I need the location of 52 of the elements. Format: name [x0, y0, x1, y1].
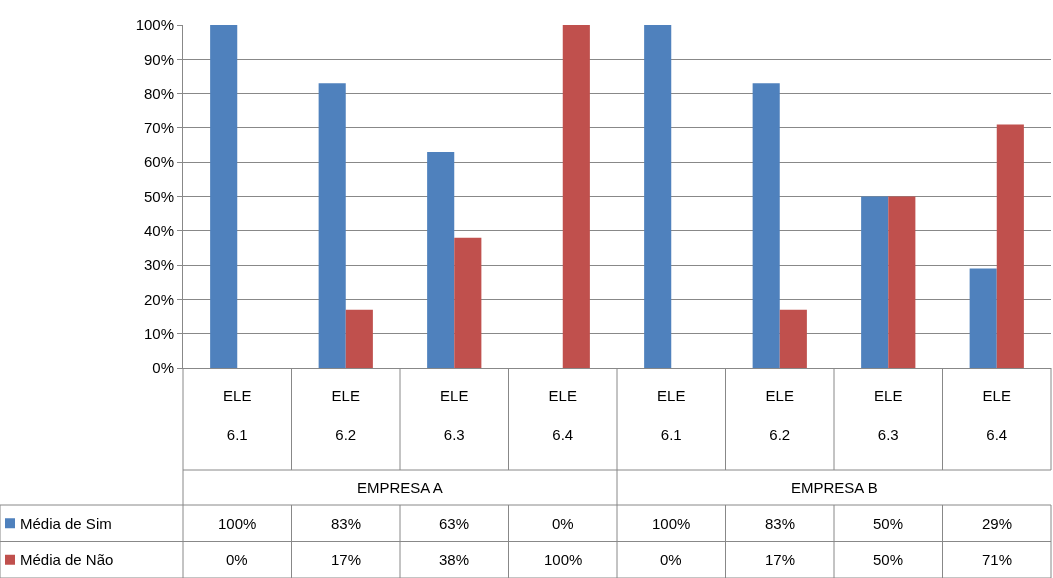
bar — [562, 25, 590, 368]
data-label: 63% — [439, 515, 470, 532]
category-label: ELE 6.3 — [440, 387, 469, 443]
y-tick-label: 70% — [143, 119, 174, 137]
y-tick-label: 50% — [143, 187, 174, 205]
bar — [752, 83, 780, 368]
category-label: ELE 6.4 — [982, 387, 1011, 443]
data-label: 100% — [218, 515, 257, 532]
data-label: 0% — [226, 551, 248, 568]
y-tick-label: 60% — [143, 153, 174, 171]
bar — [779, 309, 807, 368]
legend-label: Média de Sim — [20, 515, 112, 532]
bar — [345, 309, 373, 368]
text: EMPRESA B — [791, 479, 878, 496]
category-label: ELE 6.3 — [874, 387, 903, 443]
data-label: 83% — [765, 515, 796, 532]
y-tick-label: 90% — [143, 50, 174, 68]
data-label: 50% — [873, 515, 904, 532]
y-tick-label: 20% — [143, 290, 174, 308]
data-label: 50% — [873, 551, 904, 568]
category-label: ELE 6.1 — [657, 387, 686, 443]
category-label: ELE 6.2 — [765, 387, 794, 443]
data-label: 38% — [439, 551, 470, 568]
data-label: 17% — [331, 551, 362, 568]
data-label: 29% — [982, 515, 1013, 532]
bar — [427, 151, 455, 368]
category-label: ELE 6.4 — [548, 387, 577, 443]
data-label: 100% — [652, 515, 691, 532]
bar — [888, 196, 916, 368]
bar — [454, 237, 482, 368]
data-label: 83% — [331, 515, 362, 532]
data-label: 17% — [765, 551, 796, 568]
data-label: 71% — [982, 551, 1013, 568]
y-tick-label: 0% — [152, 359, 174, 377]
bar — [318, 83, 346, 368]
bar — [996, 124, 1024, 368]
data-label: 0% — [660, 551, 682, 568]
bar — [644, 25, 672, 368]
text: EMPRESA A — [357, 479, 443, 496]
bar — [969, 268, 997, 368]
y-tick-label: 40% — [143, 222, 174, 240]
category-label: ELE 6.1 — [223, 387, 252, 443]
y-tick-label: 30% — [143, 256, 174, 274]
y-tick-label: 80% — [143, 84, 174, 102]
bar — [861, 196, 889, 368]
y-tick-label: 100% — [135, 16, 174, 34]
y-tick-label: 10% — [143, 324, 174, 342]
category-label: ELE 6.2 — [331, 387, 360, 443]
data-label: 0% — [552, 515, 574, 532]
bar — [210, 25, 238, 368]
legend-label: Média de Não — [20, 551, 114, 568]
data-label: 100% — [544, 551, 583, 568]
